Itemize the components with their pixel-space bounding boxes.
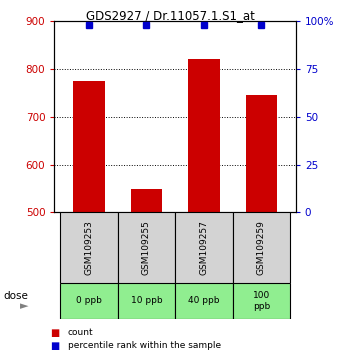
Text: ■: ■ [50, 328, 59, 338]
Bar [188, 58, 220, 212]
Bar [233, 283, 290, 319]
Text: GSM109253: GSM109253 [84, 220, 94, 275]
Bar [245, 95, 277, 212]
Bar [73, 81, 105, 212]
Text: ■: ■ [50, 341, 59, 351]
Text: 0 ppb: 0 ppb [76, 296, 102, 306]
Bar [131, 189, 162, 212]
Bar [118, 283, 175, 319]
Bar [233, 212, 290, 283]
Text: GSM109257: GSM109257 [199, 220, 208, 275]
Text: GSM109255: GSM109255 [142, 220, 151, 275]
Bar [60, 283, 118, 319]
Text: GSM109259: GSM109259 [257, 220, 266, 275]
Bar [60, 212, 118, 283]
Bar [118, 212, 175, 283]
Text: ►: ► [20, 301, 29, 311]
Text: percentile rank within the sample: percentile rank within the sample [68, 341, 221, 350]
Text: 10 ppb: 10 ppb [131, 296, 162, 306]
Bar [175, 283, 233, 319]
Text: count: count [68, 328, 94, 337]
Text: GDS2927 / Dr.11057.1.S1_at: GDS2927 / Dr.11057.1.S1_at [86, 9, 254, 22]
Text: 100
ppb: 100 ppb [253, 291, 270, 310]
Text: dose: dose [3, 291, 28, 301]
Text: 40 ppb: 40 ppb [188, 296, 220, 306]
Bar [175, 212, 233, 283]
